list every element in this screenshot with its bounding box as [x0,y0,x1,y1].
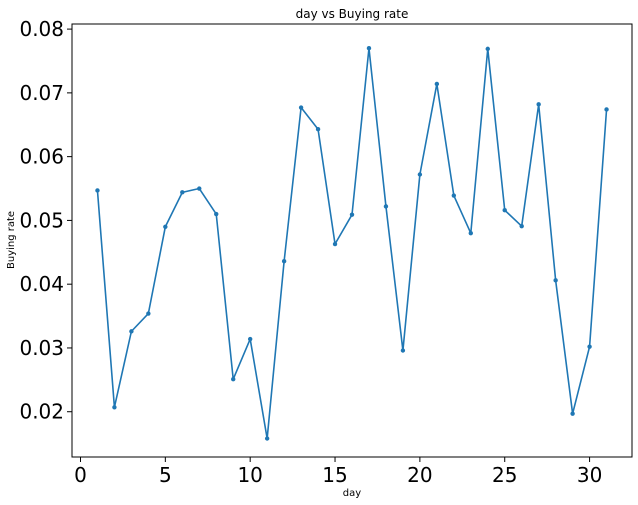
data-point [366,46,372,51]
data-point [214,211,219,217]
data-point [451,193,457,198]
x-axis-label: day [343,488,361,499]
data-point [502,208,507,213]
data-point [197,186,202,191]
y-tick-label: 0.03 [19,336,64,360]
data-point [604,107,609,112]
y-tick-label: 0.02 [19,400,64,424]
data-point [247,336,253,342]
data-point [349,212,355,217]
data-point [434,81,440,87]
x-tick-label: 15 [322,463,347,487]
x-tick-label: 30 [577,463,602,487]
data-point [553,278,558,283]
data-point [163,224,168,229]
data-point [180,190,185,195]
data-point [468,230,473,236]
y-tick-label: 0.06 [19,145,64,169]
x-tick-label: 5 [159,463,172,487]
y-tick-label: 0.08 [19,17,64,41]
data-point [129,329,134,334]
data-point [383,204,389,209]
data-point [587,344,592,349]
data-point [95,188,100,193]
y-axis-ticks: 0.02 0.03 0.04 0.05 0.06 0.07 0.08 [19,17,72,424]
data-point [264,436,270,441]
chart-title: day vs Buying rate [296,7,409,21]
plot-frame [71,23,633,458]
data-point [400,348,406,353]
data-point [298,105,304,110]
series-points [95,46,609,441]
data-point [281,259,287,264]
data-point [570,411,575,416]
x-tick-label: 0 [74,463,87,487]
data-point [332,241,338,247]
data-point [146,311,151,316]
series-line [96,47,608,440]
x-axis-ticks: 0 5 10 15 20 25 30 [74,457,602,487]
data-point [519,223,524,229]
x-tick-label: 10 [237,463,262,487]
data-point [417,172,423,177]
data-point [231,377,236,382]
y-tick-label: 0.07 [19,81,64,105]
data-point [485,46,490,52]
x-tick-label: 25 [492,463,517,487]
data-point [112,405,117,410]
y-tick-label: 0.05 [19,208,64,232]
y-tick-label: 0.04 [19,272,64,296]
y-axis-label: Buying rate [6,211,17,269]
x-tick-label: 20 [407,463,432,487]
data-point [315,127,321,132]
data-point [536,102,541,107]
